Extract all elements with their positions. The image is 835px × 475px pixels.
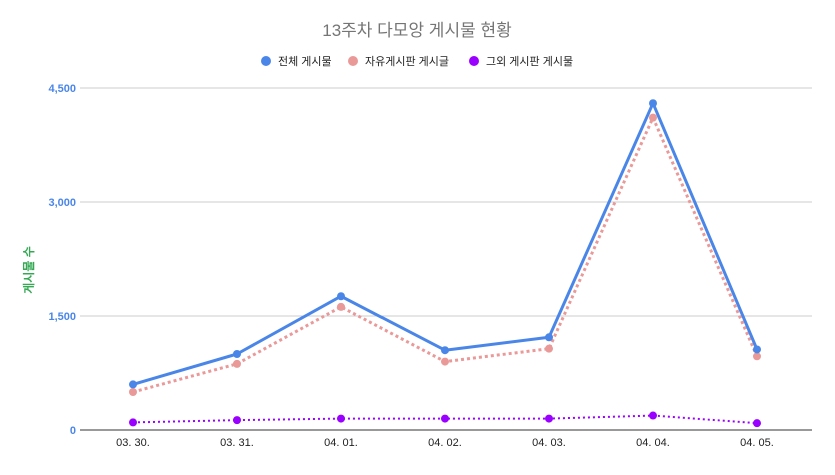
y-tick-label: 4,500 [48,83,76,95]
data-point [233,359,241,368]
x-tick-label: 04. 04. [636,437,670,449]
legend-label: 전체 게시물 [278,55,332,68]
x-tick-label: 04. 01. [324,437,358,449]
legend-marker [261,56,271,66]
data-point [233,350,241,358]
series-group [129,99,761,428]
legend: 전체 게시물 자유게시판 게시글 그외 게시판 게시물 [261,55,573,68]
data-point [753,419,761,428]
x-tick-label: 04. 03. [532,437,566,449]
y-tick-label: 1,500 [48,311,76,323]
data-point [649,113,657,122]
legend-item: 그외 게시판 게시물 [469,55,573,68]
data-point [337,414,345,423]
legend-label: 그외 게시판 게시물 [486,55,573,68]
series-3 [129,411,761,428]
y-tick-label: 3,000 [48,197,76,209]
data-point [441,357,449,366]
data-point [441,346,449,355]
chart-title: 13주차 다모앙 게시물 현황 [322,21,511,40]
data-point [337,292,345,301]
data-point [545,414,553,423]
x-tick-label: 04. 02. [428,437,462,449]
data-point [753,352,761,361]
series-1 [129,99,761,389]
data-point [337,302,345,311]
data-point [129,388,137,396]
series-line [131,101,759,386]
data-point [753,345,761,354]
series-2 [129,113,761,396]
legend-label: 자유게시판 게시글 [365,55,449,68]
data-point [545,333,553,342]
legend-item: 자유게시판 게시글 [348,55,449,68]
gridlines [80,87,812,431]
data-point [129,418,137,427]
legend-item: 전체 게시물 [261,55,332,68]
legend-marker [348,56,358,66]
y-axis-label: 게시물 수 [22,246,36,294]
data-point [441,414,449,423]
x-tick-label: 03. 30. [116,437,150,449]
x-axis-ticks: 03. 30. 03. 31. 04. 01. 04. 02. 04. 03. 04. 0… [116,437,774,449]
data-point [233,416,241,425]
x-tick-label: 04. 05. [740,437,774,449]
y-tick-label: 0 [70,425,76,437]
legend-marker [469,56,479,66]
data-point [129,380,137,389]
x-tick-label: 03. 31. [220,437,254,449]
data-point [649,99,657,108]
y-axis-ticks: 0 1,500 3,000 4,500 [48,83,76,437]
data-point [649,411,657,420]
data-point [545,344,553,353]
